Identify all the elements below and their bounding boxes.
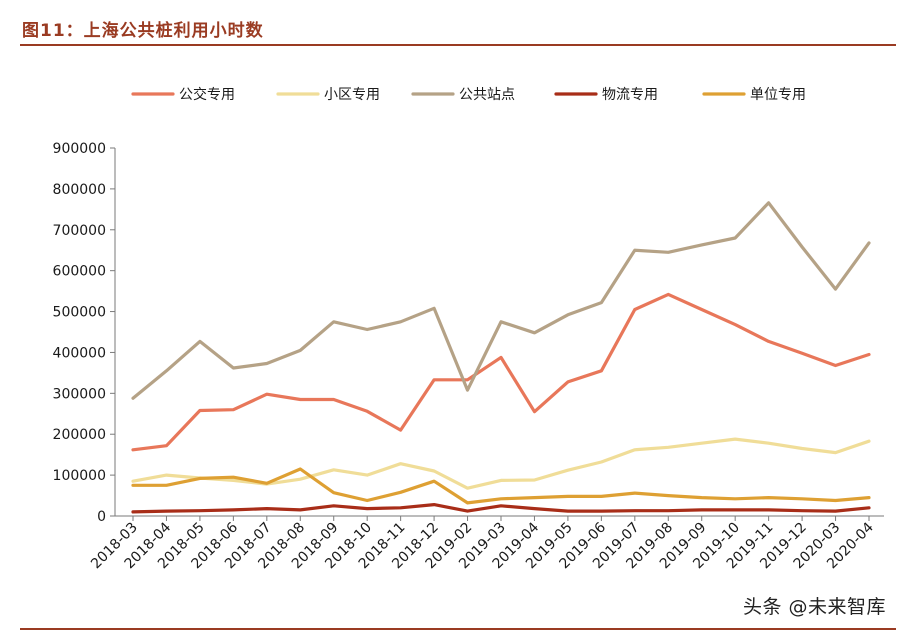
series-line bbox=[131, 292, 871, 452]
series-lines bbox=[131, 201, 871, 514]
legend: 公交专用 小区专用 公共站点 物流专用 单位专用 bbox=[131, 86, 806, 103]
y-tick-label: 100000 bbox=[53, 468, 106, 484]
legend-label: 单位专用 bbox=[750, 87, 806, 103]
legend-label: 公共站点 bbox=[459, 87, 515, 103]
y-tick-label: 0 bbox=[97, 509, 106, 525]
series-line bbox=[131, 201, 871, 400]
y-tick-label: 700000 bbox=[53, 223, 106, 239]
y-tick-label: 200000 bbox=[53, 427, 106, 443]
legend-item: 单位专用 bbox=[702, 87, 806, 103]
legend-label: 小区专用 bbox=[324, 87, 380, 103]
title-divider bbox=[20, 44, 896, 46]
legend-label: 物流专用 bbox=[602, 87, 658, 103]
series-2 bbox=[131, 437, 871, 490]
series-line bbox=[131, 467, 871, 505]
y-tick-label: 500000 bbox=[53, 305, 106, 321]
footer-divider bbox=[20, 628, 896, 630]
y-tick-label: 900000 bbox=[53, 141, 106, 157]
series-1 bbox=[131, 292, 871, 452]
legend-item: 物流专用 bbox=[554, 87, 658, 103]
y-tick-label: 600000 bbox=[53, 264, 106, 280]
y-tick-label: 400000 bbox=[53, 345, 106, 361]
watermark: 头条 @未来智库 bbox=[742, 596, 886, 618]
series-5 bbox=[131, 467, 871, 505]
legend-item: 小区专用 bbox=[276, 87, 380, 103]
chart-title: 图11：上海公共桩利用小时数 bbox=[22, 21, 264, 41]
series-3 bbox=[131, 201, 871, 400]
y-tick-label: 800000 bbox=[53, 182, 106, 198]
series-line bbox=[131, 437, 871, 490]
legend-item: 公交专用 bbox=[131, 86, 235, 103]
legend-item: 公共站点 bbox=[411, 87, 515, 103]
y-tick-label: 300000 bbox=[53, 386, 106, 402]
axes: 0 100000 200000 300000 400000 500000 600000 700… bbox=[53, 141, 884, 572]
series-4 bbox=[131, 503, 871, 514]
legend-label: 公交专用 bbox=[179, 86, 235, 103]
